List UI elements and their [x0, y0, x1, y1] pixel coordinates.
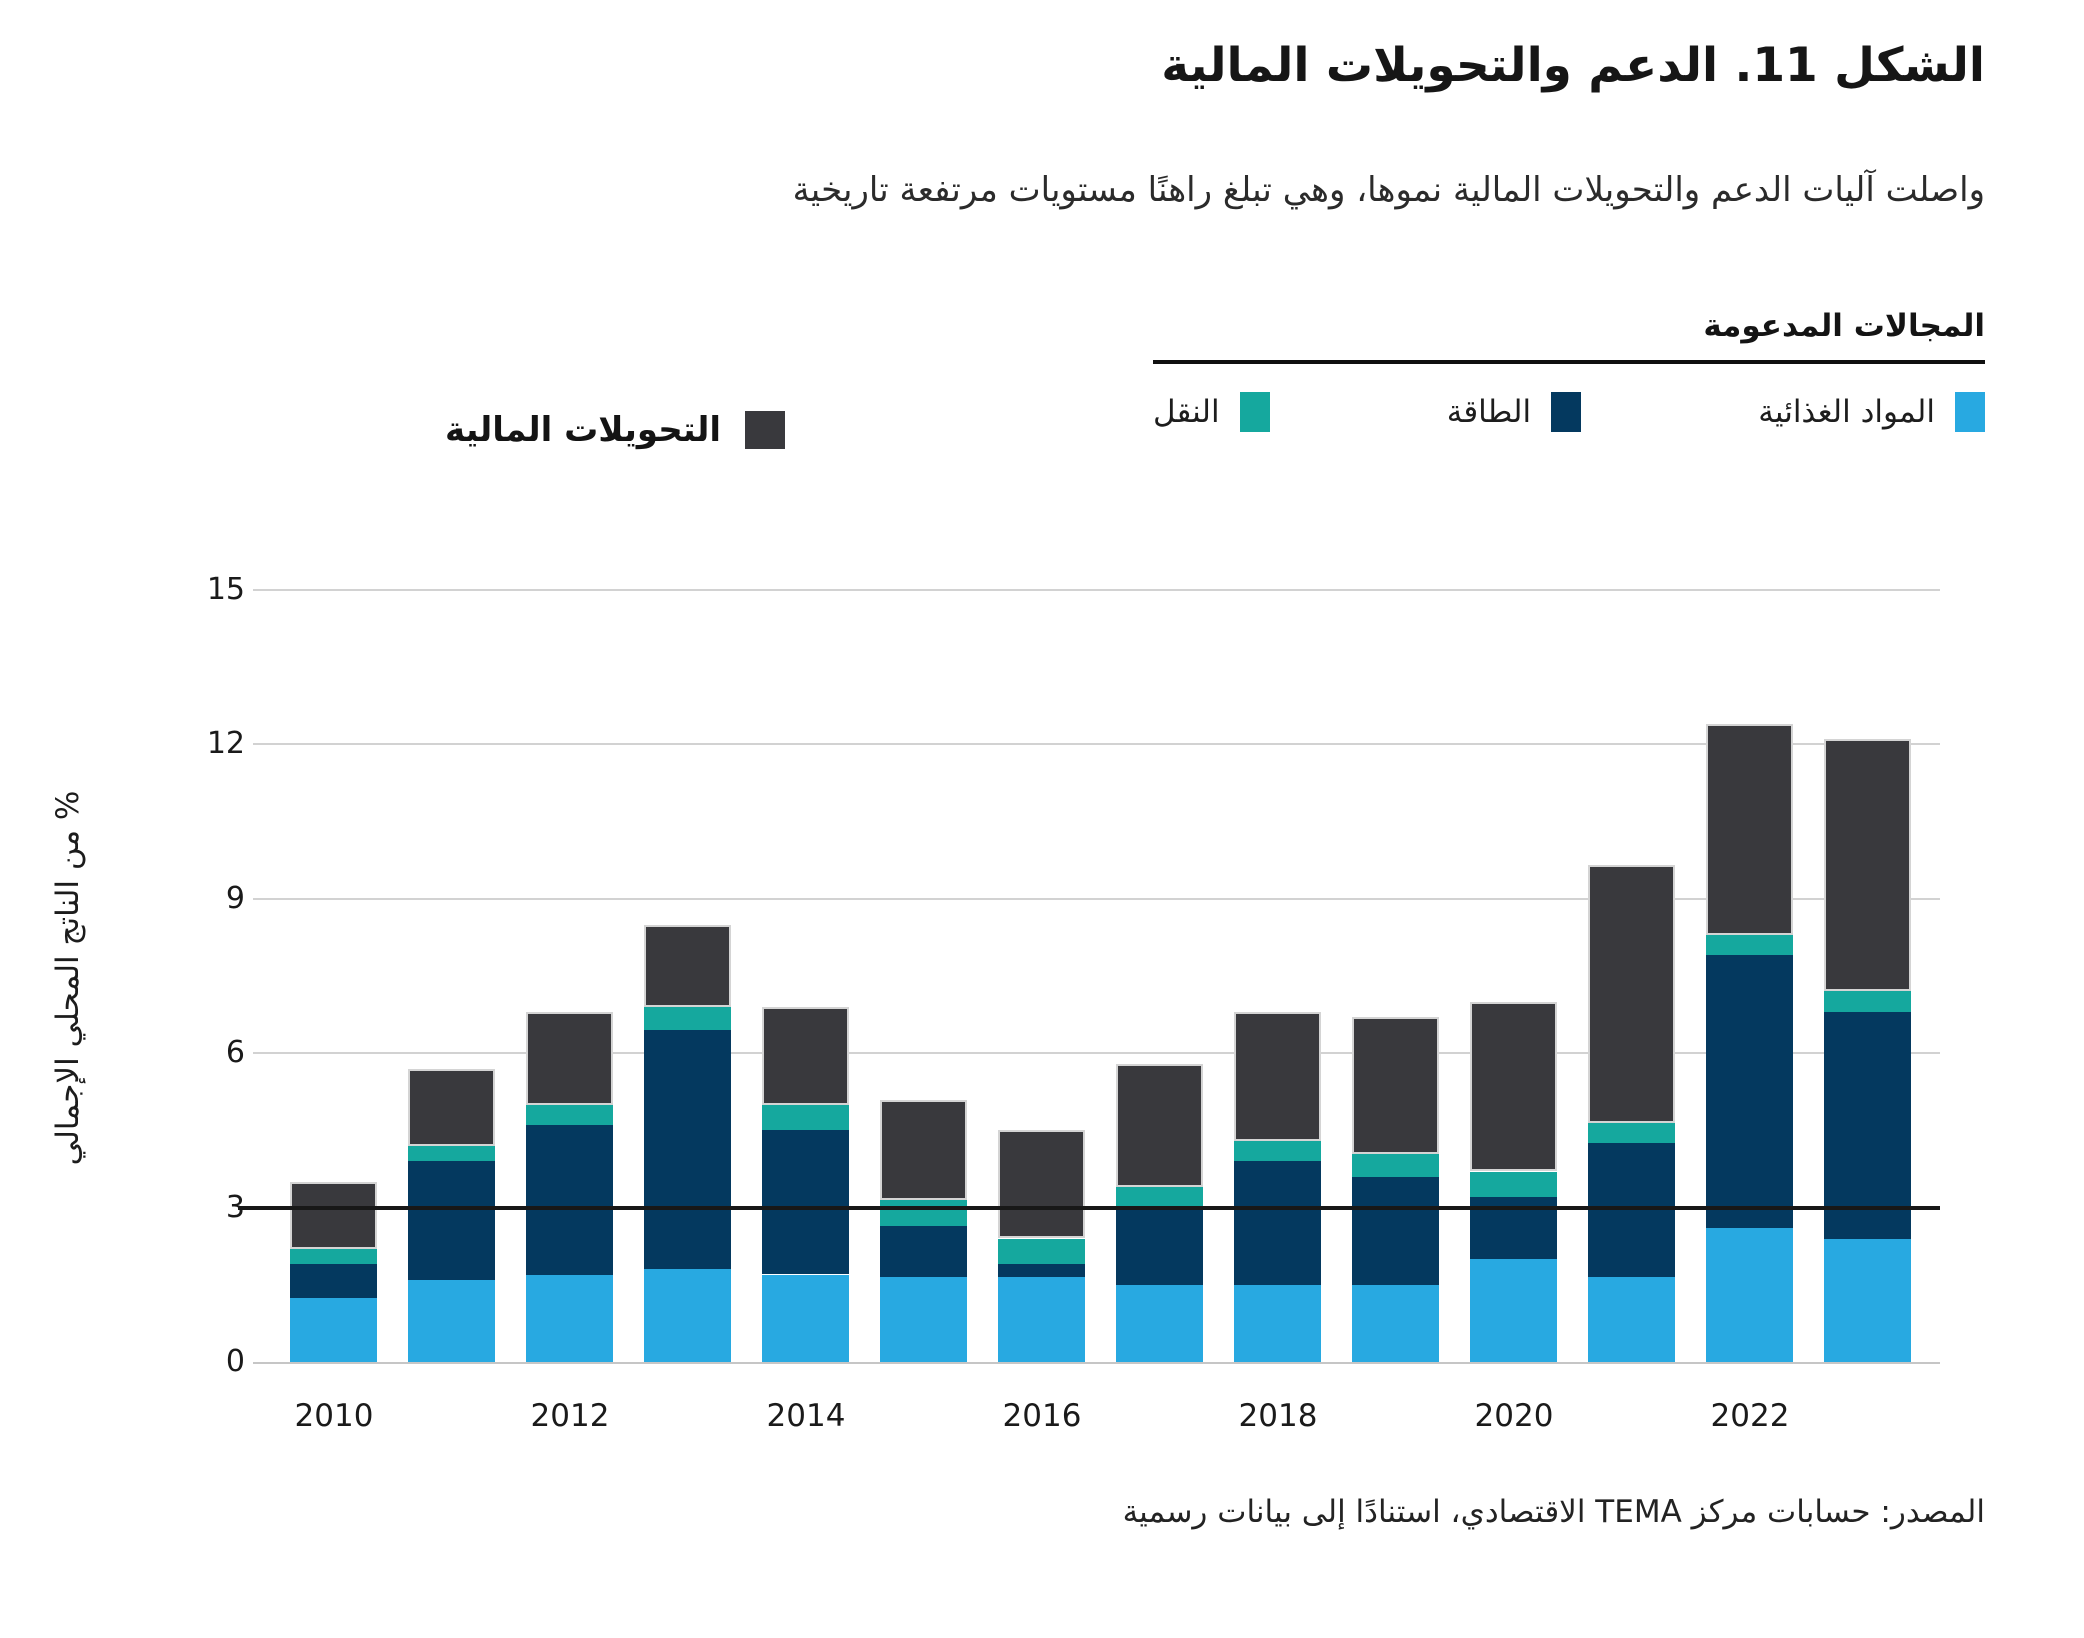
bar-segment-transfers-2013 — [644, 924, 731, 1007]
legend-item-label: المواد الغذائية — [1758, 394, 1935, 430]
y-tick-label-15: 15 — [206, 572, 245, 607]
bar-segment-transport-2012 — [526, 1104, 613, 1126]
legend-item-food: المواد الغذائية — [1758, 392, 1985, 432]
bar-segment-food-2013 — [644, 1269, 731, 1362]
bar-segment-food-2017 — [1116, 1284, 1203, 1362]
bar-segment-food-2015 — [880, 1277, 967, 1362]
y-tick-label-12: 12 — [206, 726, 245, 761]
x-tick-label-2012: 2012 — [530, 1398, 610, 1434]
x-tick-label-2014: 2014 — [766, 1398, 846, 1434]
x-axis-baseline — [253, 1362, 1940, 1364]
gridline-y12 — [253, 743, 1940, 745]
x-tick-label-2010: 2010 — [294, 1398, 374, 1434]
bar-segment-transport-2018 — [1234, 1140, 1321, 1162]
bar-segment-transport-2015 — [880, 1199, 967, 1226]
bar-segment-food-2011 — [408, 1279, 495, 1362]
gridline-y9 — [253, 898, 1940, 900]
legend-item-label: التحويلات المالية — [445, 410, 721, 450]
bar-segment-transport-2013 — [644, 1006, 731, 1031]
bar-segment-food-2016 — [998, 1277, 1085, 1362]
bar-segment-transport-2021 — [1588, 1122, 1675, 1144]
bar-segment-transfers-2018 — [1234, 1012, 1321, 1141]
bar-segment-transfers-2019 — [1352, 1017, 1439, 1154]
bar-segment-transfers-2021 — [1588, 865, 1675, 1123]
legend-item-label: الطاقة — [1446, 394, 1532, 430]
y-tick-label-0: 0 — [225, 1344, 245, 1379]
transport-swatch — [1239, 392, 1270, 432]
x-tick-label-2022: 2022 — [1710, 1398, 1790, 1434]
bar-segment-food-2021 — [1588, 1277, 1675, 1362]
y-axis-title: % من الناتج المحلي الإجمالي — [50, 790, 86, 1166]
bar-segment-energy-2010 — [290, 1264, 377, 1298]
bar-segment-energy-2021 — [1588, 1143, 1675, 1278]
bar-segment-transport-2022 — [1706, 934, 1793, 956]
bar-segment-transfers-2011 — [408, 1068, 495, 1146]
bar-segment-transport-2014 — [762, 1104, 849, 1131]
supported-areas-legend: المجالات المدعومة المواد الغذائية الطاقة… — [1153, 308, 1985, 432]
bar-segment-transfers-2014 — [762, 1006, 849, 1105]
bar-segment-energy-2022 — [1706, 955, 1793, 1229]
bar-segment-energy-2018 — [1234, 1161, 1321, 1285]
y-tick-label-6: 6 — [225, 1035, 245, 1070]
bar-segment-energy-2015 — [880, 1225, 967, 1278]
gridline-y6 — [253, 1052, 1940, 1054]
bar-segment-energy-2017 — [1116, 1207, 1203, 1285]
bar-segment-transport-2020 — [1470, 1171, 1557, 1198]
bar-segment-food-2023 — [1824, 1238, 1911, 1362]
food-swatch — [1955, 392, 1985, 432]
bar-segment-transfers-2015 — [880, 1099, 967, 1200]
bar-segment-energy-2019 — [1352, 1176, 1439, 1285]
page-title: الشكل 11. الدعم والتحويلات المالية — [1161, 38, 1985, 93]
bar-segment-transport-2019 — [1352, 1153, 1439, 1177]
bar-segment-transport-2011 — [408, 1145, 495, 1162]
x-tick-label-2016: 2016 — [1002, 1398, 1082, 1434]
x-tick-label-2020: 2020 — [1474, 1398, 1554, 1434]
y-tick-label-9: 9 — [225, 881, 245, 916]
bar-segment-transport-2017 — [1116, 1187, 1203, 1208]
legend-item-transport: النقل — [1153, 392, 1270, 432]
bar-segment-transfers-2016 — [998, 1130, 1085, 1239]
bar-segment-energy-2014 — [762, 1130, 849, 1275]
bar-segment-food-2022 — [1706, 1228, 1793, 1362]
bar-segment-transfers-2010 — [290, 1181, 377, 1249]
y-tick-label-3: 3 — [225, 1190, 245, 1225]
bar-segment-transfers-2017 — [1116, 1063, 1203, 1187]
legend-item-label: النقل — [1153, 394, 1220, 430]
legend-items-row: المواد الغذائية الطاقة النقل — [1153, 392, 1985, 432]
bar-segment-food-2012 — [526, 1274, 613, 1362]
bar-segment-energy-2013 — [644, 1030, 731, 1270]
bar-segment-energy-2016 — [998, 1264, 1085, 1278]
bar-segment-food-2020 — [1470, 1259, 1557, 1362]
bar-segment-transfers-2012 — [526, 1012, 613, 1105]
bar-segment-transport-2010 — [290, 1248, 377, 1265]
bar-segment-transfers-2023 — [1824, 739, 1911, 992]
bar-segment-food-2019 — [1352, 1284, 1439, 1362]
bar-segment-energy-2023 — [1824, 1012, 1911, 1239]
bar-segment-transfers-2022 — [1706, 723, 1793, 935]
bar-segment-transport-2016 — [998, 1238, 1085, 1265]
bar-segment-food-2014 — [762, 1274, 849, 1362]
bar-segment-energy-2012 — [526, 1125, 613, 1275]
bar-segment-transfers-2020 — [1470, 1001, 1557, 1172]
legend-item-energy: الطاقة — [1446, 392, 1582, 432]
gridline-y15 — [253, 589, 1940, 591]
source-note: المصدر: حسابات مركز TEMA الاقتصادي، استن… — [1122, 1494, 1985, 1530]
transfers-swatch — [745, 411, 785, 449]
energy-swatch — [1551, 392, 1582, 432]
bar-segment-food-2018 — [1234, 1284, 1321, 1362]
bar-segment-transport-2023 — [1824, 991, 1911, 1012]
legend-item-transfers: التحويلات المالية — [445, 410, 785, 450]
figure-subtitle: واصلت آليات الدعم والتحويلات المالية نمو… — [792, 170, 1985, 210]
x-tick-label-2018: 2018 — [1238, 1398, 1318, 1434]
bar-segment-food-2010 — [290, 1297, 377, 1362]
bar-segment-energy-2011 — [408, 1161, 495, 1280]
legend-title: المجالات المدعومة — [1703, 308, 1985, 344]
reference-line-3pct — [238, 1206, 1940, 1210]
legend-divider — [1153, 360, 1985, 364]
